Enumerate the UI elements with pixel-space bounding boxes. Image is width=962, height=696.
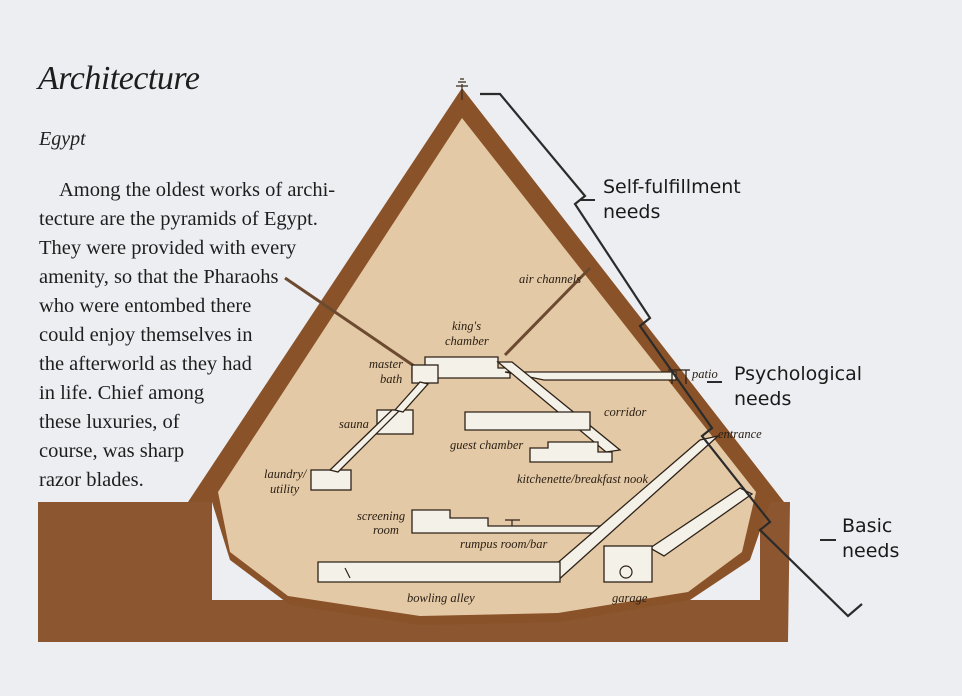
car-icon: [619, 565, 633, 579]
screening-room: [411, 509, 601, 534]
paragraph-line: the afterworld as they had: [39, 353, 252, 375]
paragraph-line: Among the oldest works of archi-: [59, 179, 336, 201]
label-laundry-2: utility: [270, 482, 300, 496]
kitchenette: [529, 441, 613, 463]
body-paragraph: Among the oldest works of archi- tecture…: [39, 176, 335, 495]
label-rumpus: rumpus room/bar: [460, 537, 548, 551]
label-self-fulfillment-1: Self-fulfillment: [603, 176, 741, 198]
label-psychological-1: Psychological: [734, 363, 862, 385]
bowling-pin-icon: [344, 567, 351, 579]
section-subtitle: Egypt: [39, 128, 86, 150]
label-garage: garage: [612, 591, 648, 605]
label-corridor: corridor: [604, 405, 647, 419]
air-channel-right: [503, 266, 592, 357]
label-self-fulfillment-2: needs: [603, 201, 660, 223]
garage-room: [603, 545, 653, 583]
paragraph-line: razor blades.: [39, 469, 144, 491]
label-kitchenette: kitchenette/breakfast nook: [517, 472, 649, 486]
bowling-alley: [317, 561, 561, 583]
label-screening-2: room: [373, 523, 399, 537]
label-psychological-2: needs: [734, 388, 791, 410]
rooms-group: [310, 356, 754, 583]
label-sauna: sauna: [339, 417, 369, 431]
garage-ramp: [648, 487, 754, 557]
antenna-icon: [456, 78, 468, 100]
upper-passage: [393, 381, 430, 413]
label-laundry-1: laundry/: [264, 467, 308, 481]
label-patio: patio: [691, 367, 718, 381]
laundry-utility: [310, 469, 352, 491]
label-guest-chamber: guest chamber: [450, 438, 523, 452]
label-master-bath-1: master: [369, 357, 403, 371]
label-entrance: entrance: [718, 427, 762, 441]
label-kings-chamber-2: chamber: [445, 334, 489, 348]
needs-bracket: [480, 92, 863, 618]
label-basic-2: needs: [842, 540, 899, 562]
label-screening-1: screening: [357, 509, 405, 523]
bar-counter-icon: [505, 519, 520, 526]
paragraph-line: They were provided with every: [39, 237, 297, 259]
label-kings-chamber-1: king's: [452, 319, 481, 333]
label-master-bath-2: bath: [380, 372, 402, 386]
paragraph-line: in life. Chief among: [39, 382, 205, 404]
label-air-channels: air channels: [519, 272, 581, 286]
paragraph-line: who were entombed there: [39, 295, 252, 317]
label-basic-1: Basic: [842, 515, 892, 537]
master-bath: [411, 364, 439, 384]
paragraph-line: amenity, so that the Pharaohs: [39, 266, 279, 288]
paragraph-line: tecture are the pyramids of Egypt.: [39, 208, 318, 230]
label-bowling: bowling alley: [407, 591, 475, 605]
air-channel-left: [284, 276, 421, 372]
paragraph-line: these luxuries, of: [39, 411, 180, 433]
paragraph-line: course, was sharp: [39, 440, 185, 462]
paragraph-line: could enjoy themselves in: [39, 324, 253, 346]
guest-chamber: [464, 411, 591, 431]
page-title: Architecture: [38, 60, 200, 97]
